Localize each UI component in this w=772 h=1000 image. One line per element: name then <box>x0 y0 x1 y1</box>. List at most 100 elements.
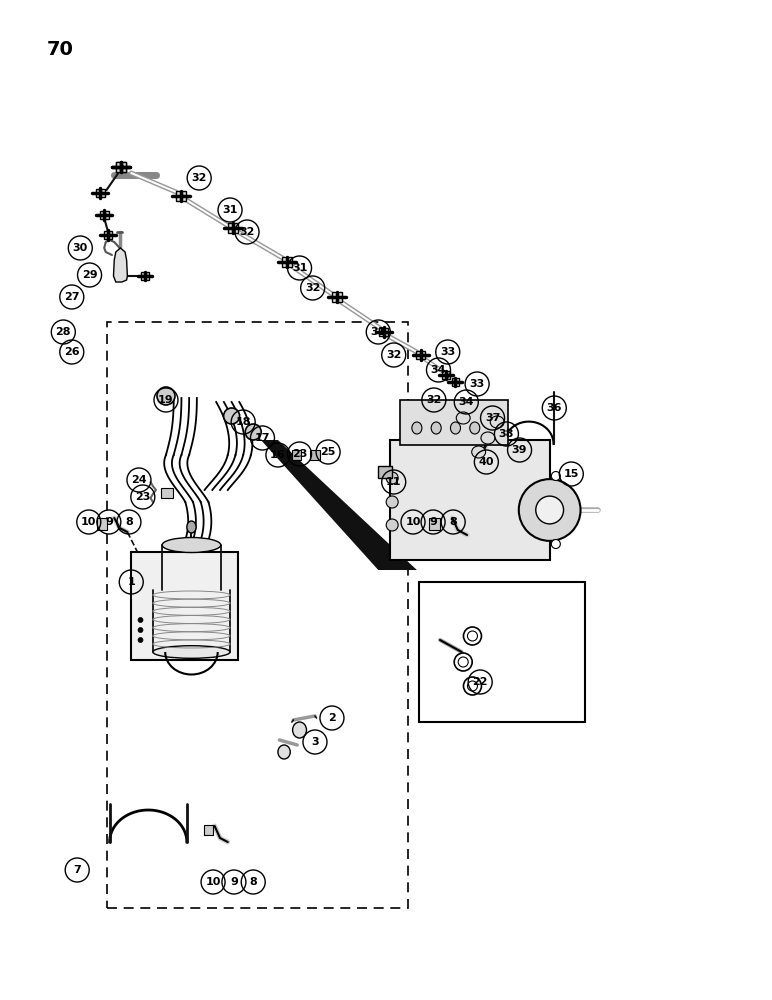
Text: c: c <box>179 193 184 199</box>
Bar <box>292 450 301 460</box>
Ellipse shape <box>451 422 460 434</box>
Bar <box>141 272 149 280</box>
Text: 9: 9 <box>429 517 437 527</box>
Text: 29: 29 <box>82 270 97 280</box>
Text: 2: 2 <box>328 713 336 723</box>
Ellipse shape <box>490 416 504 428</box>
Bar <box>378 466 392 478</box>
Text: c: c <box>334 294 339 300</box>
Bar <box>131 552 238 660</box>
Ellipse shape <box>469 422 480 434</box>
Bar <box>400 400 508 445</box>
Bar <box>204 825 213 835</box>
Bar <box>96 518 107 530</box>
Text: 38: 38 <box>499 429 514 439</box>
Text: 33: 33 <box>440 347 455 357</box>
Text: 15: 15 <box>564 469 579 479</box>
Text: c: c <box>453 379 458 385</box>
Text: 18: 18 <box>235 417 251 427</box>
Circle shape <box>551 540 560 548</box>
Bar <box>416 351 425 359</box>
Text: 31: 31 <box>371 327 386 337</box>
Polygon shape <box>261 440 417 570</box>
Bar <box>117 162 126 172</box>
Text: 10: 10 <box>205 877 221 887</box>
Text: 26: 26 <box>64 347 80 357</box>
Text: 32: 32 <box>191 173 207 183</box>
Ellipse shape <box>481 432 495 444</box>
Text: 32: 32 <box>426 395 442 405</box>
Text: 8: 8 <box>449 517 457 527</box>
Text: c: c <box>285 259 290 265</box>
Text: 24: 24 <box>131 475 147 485</box>
Text: c: c <box>231 225 235 231</box>
Text: 9: 9 <box>230 877 238 887</box>
Ellipse shape <box>456 412 470 424</box>
Text: c: c <box>102 212 107 218</box>
Text: 9: 9 <box>105 517 113 527</box>
Text: 25: 25 <box>320 447 336 457</box>
Text: 32: 32 <box>239 227 255 237</box>
Bar <box>103 231 113 239</box>
Circle shape <box>157 387 175 405</box>
Circle shape <box>536 496 564 524</box>
Bar <box>442 371 450 379</box>
Bar <box>390 440 550 560</box>
Text: 32: 32 <box>305 283 320 293</box>
Circle shape <box>245 424 261 440</box>
Text: 22: 22 <box>472 677 488 687</box>
Text: c: c <box>119 164 124 170</box>
Text: c: c <box>143 273 147 279</box>
Circle shape <box>138 617 143 622</box>
Circle shape <box>386 472 398 484</box>
Bar <box>229 223 238 233</box>
Ellipse shape <box>472 446 486 458</box>
Text: 30: 30 <box>73 243 88 253</box>
Ellipse shape <box>162 538 221 552</box>
Bar <box>283 257 292 267</box>
Bar <box>310 450 320 460</box>
Circle shape <box>386 496 398 508</box>
Text: 27: 27 <box>64 292 80 302</box>
Bar <box>419 582 585 722</box>
Text: 17: 17 <box>255 433 270 443</box>
Ellipse shape <box>278 745 290 759</box>
Text: 23: 23 <box>135 492 151 502</box>
Text: 7: 7 <box>73 865 81 875</box>
Text: 8: 8 <box>249 877 257 887</box>
Text: c: c <box>418 352 423 358</box>
Bar <box>429 518 440 530</box>
Bar <box>107 322 408 908</box>
Text: 39: 39 <box>512 445 527 455</box>
Ellipse shape <box>153 646 230 658</box>
Ellipse shape <box>187 521 196 533</box>
Bar <box>452 378 459 386</box>
Text: 11: 11 <box>386 477 401 487</box>
Circle shape <box>224 408 239 424</box>
Text: 19: 19 <box>158 395 174 405</box>
Text: 36: 36 <box>547 403 562 413</box>
Text: 70: 70 <box>46 40 73 59</box>
Text: c: c <box>98 190 103 196</box>
Text: 31: 31 <box>292 263 307 273</box>
Bar <box>161 488 173 498</box>
Text: 8: 8 <box>125 517 133 527</box>
Ellipse shape <box>293 722 306 738</box>
Circle shape <box>138 628 143 633</box>
Text: 10: 10 <box>81 517 96 527</box>
Ellipse shape <box>412 422 422 434</box>
Text: 1: 1 <box>127 577 135 587</box>
Circle shape <box>551 472 560 481</box>
Text: 40: 40 <box>479 457 494 467</box>
Text: 23: 23 <box>292 449 307 459</box>
Text: c: c <box>381 329 386 335</box>
Bar <box>96 189 105 197</box>
Bar <box>379 328 388 336</box>
Circle shape <box>519 479 581 541</box>
Text: 34: 34 <box>431 365 446 375</box>
Circle shape <box>386 519 398 531</box>
Text: 31: 31 <box>222 205 238 215</box>
Text: 28: 28 <box>56 327 71 337</box>
Text: 16: 16 <box>270 450 286 460</box>
Text: c: c <box>106 232 110 238</box>
